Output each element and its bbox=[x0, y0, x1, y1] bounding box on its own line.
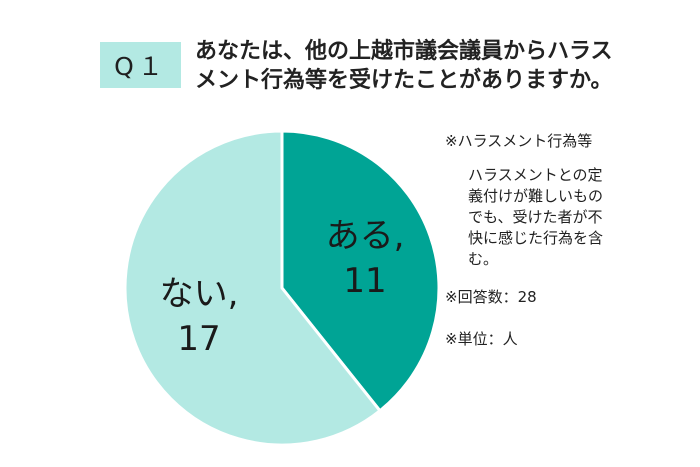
question-text: あなたは、他の上越市議会議員からハラス メント行為等を受けたことがありますか。 bbox=[195, 37, 615, 95]
question-line-1: あなたは、他の上越市議会議員からハラス bbox=[195, 39, 613, 64]
note-body-line: でも、受けた者が不 bbox=[468, 208, 603, 226]
note-body: ハラスメントとの定 義付けが難しいもの でも、受けた者が不 快に感じた行為を含 む。 bbox=[468, 165, 638, 270]
pie-slices bbox=[123, 129, 441, 447]
note-body-line: ハラスメントとの定 bbox=[468, 166, 603, 184]
slice-label-value-1: 17 bbox=[177, 319, 220, 359]
question-line-2: メント行為等を受けたことがありますか。 bbox=[195, 68, 613, 93]
pie-slice-1 bbox=[123, 129, 382, 447]
pie-labels: ある, 11 ない, 17 bbox=[160, 216, 405, 359]
slice-label-name-1: ない, bbox=[160, 274, 239, 314]
question-badge: Q１ bbox=[100, 42, 181, 88]
note-body-line: む。 bbox=[468, 250, 499, 268]
pie-slice-0 bbox=[280, 129, 441, 413]
note-body-line: 快に感じた行為を含 bbox=[468, 229, 604, 247]
slice-label-name-0: ある, bbox=[326, 216, 405, 256]
notes-panel: ※ハラスメント行為等 ハラスメントとの定 義付けが難しいもの でも、受けた者が不 快に… bbox=[445, 131, 645, 349]
slice-label-value-0: 11 bbox=[343, 261, 386, 301]
note-respondents: ※回答数：28 bbox=[445, 288, 537, 306]
note-unit: ※単位：人 bbox=[445, 330, 518, 348]
note-body-line: 義付けが難しいもの bbox=[468, 187, 604, 205]
note-heading: ※ハラスメント行為等 bbox=[445, 132, 593, 150]
